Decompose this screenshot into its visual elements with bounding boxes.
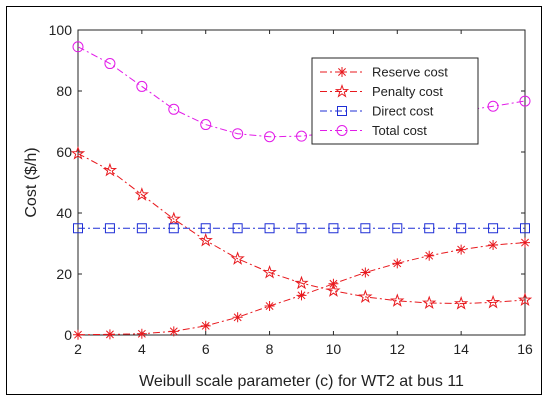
series-line [77,153,526,305]
y-tick-label: 0 [64,327,72,343]
series-penalty-cost [70,146,533,310]
data-point [390,293,405,307]
data-point [232,312,243,323]
data-point [488,240,499,251]
data-point [200,320,211,331]
data-point [198,232,213,247]
data-point [200,119,212,131]
data-point [104,329,115,340]
data-point [72,41,84,53]
data-point [424,223,435,234]
data-point [70,146,86,160]
legend-label: Reserve cost [372,65,448,80]
data-point [168,326,179,337]
y-tick-label: 40 [56,205,72,221]
data-point [104,223,115,234]
x-tick-label: 8 [266,341,274,357]
data-point [519,95,531,107]
series-reserve-cost [73,237,530,340]
data-point [104,58,116,70]
legend-label: Penalty cost [372,84,443,99]
data-point [166,211,181,226]
data-point [136,80,148,92]
data-point [294,275,309,290]
data-point [230,251,245,265]
data-point [520,223,530,234]
x-tick-label: 10 [326,341,342,357]
data-point [73,329,83,340]
series-line [77,242,526,336]
axes-box [77,29,526,336]
data-point [200,223,211,234]
legend: Reserve cost Penalty cost Direct cost Total… [311,57,479,145]
y-tick-label: 80 [56,83,72,99]
data-point [232,128,244,140]
data-point [520,237,530,248]
data-point [358,289,373,303]
data-point [296,290,307,301]
data-point [136,223,147,234]
x-tick-label: 12 [389,341,405,357]
x-tick-label: 4 [138,341,146,357]
data-point [485,294,501,309]
data-point [392,223,403,234]
legend-marker [336,125,348,136]
data-point [264,223,275,234]
y-tick-label: 100 [49,22,73,38]
legend-marker [337,106,347,116]
data-point [392,258,403,269]
x-tick-label: 6 [202,341,210,357]
legend-label: Total cost [372,123,427,138]
data-point [360,223,371,234]
data-point [517,292,533,307]
data-point [328,223,339,234]
data-point [136,328,147,339]
data-point [264,131,276,143]
y-tick-label: 20 [56,266,72,282]
data-point [296,223,307,234]
data-point [262,264,277,279]
data-point [232,223,243,234]
data-point [360,267,371,278]
y-axis-label: Cost ($/h) [23,147,40,217]
x-axis-label: Weibull scale parameter (c) for WT2 at b… [139,373,464,390]
data-point [264,301,275,312]
data-point [168,223,179,234]
data-point [73,223,83,234]
data-point [453,296,469,310]
legend-marker [334,83,350,98]
x-tick-label: 16 [517,341,533,357]
legend-label: Direct cost [372,104,434,119]
data-point [424,250,435,261]
data-point [296,130,307,142]
y-tick-label: 60 [56,144,72,160]
data-point [326,283,341,297]
data-point [102,162,118,177]
data-point [168,103,180,115]
series-direct-cost [73,223,530,234]
data-point [422,295,437,310]
x-tick-label: 14 [453,341,469,357]
x-tick-label: 2 [74,341,82,357]
data-point [456,223,467,234]
data-point [488,223,499,234]
data-point [487,100,499,112]
legend-marker [337,67,347,77]
data-point [134,187,150,201]
data-point [456,244,467,255]
